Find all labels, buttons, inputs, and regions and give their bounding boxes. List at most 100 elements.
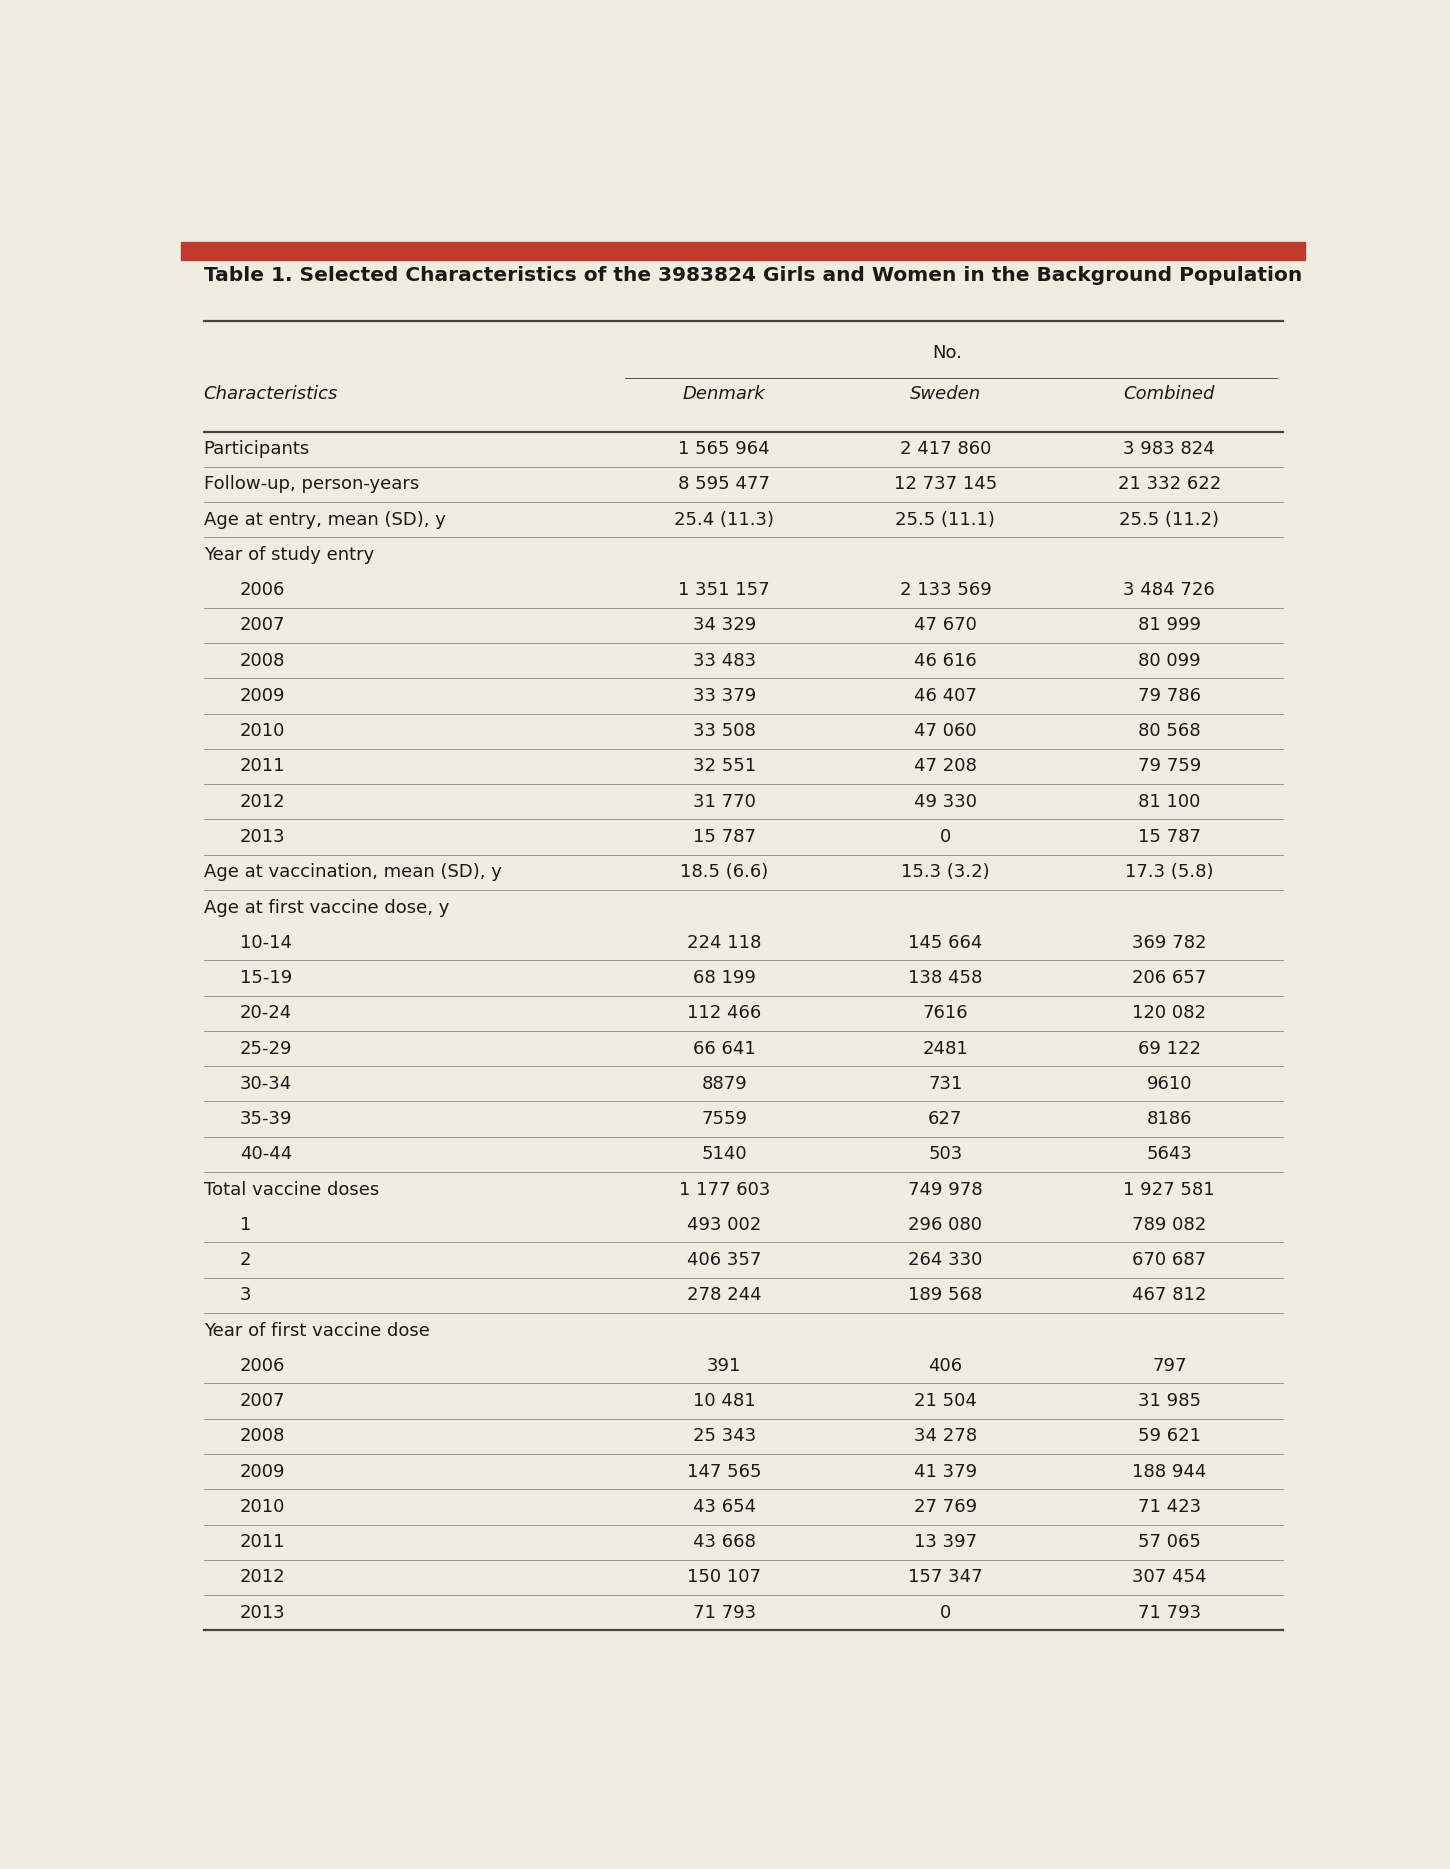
Text: 35-39: 35-39: [239, 1110, 293, 1129]
Text: 797: 797: [1151, 1357, 1186, 1376]
Text: 145 664: 145 664: [908, 934, 983, 951]
Text: 25.5 (11.1): 25.5 (11.1): [896, 510, 995, 529]
Text: 1: 1: [239, 1217, 251, 1234]
Text: 32 551: 32 551: [693, 757, 755, 776]
Text: 13 397: 13 397: [914, 1533, 977, 1551]
Text: Participants: Participants: [203, 439, 310, 458]
Text: Year of study entry: Year of study entry: [203, 546, 374, 564]
Text: 43 668: 43 668: [693, 1533, 755, 1551]
Text: 731: 731: [928, 1075, 963, 1093]
Text: 27 769: 27 769: [914, 1497, 977, 1516]
Text: 2011: 2011: [239, 1533, 286, 1551]
Text: 12 737 145: 12 737 145: [893, 475, 998, 493]
Text: 8879: 8879: [702, 1075, 747, 1093]
Text: 30-34: 30-34: [239, 1075, 291, 1093]
Text: 21 332 622: 21 332 622: [1118, 475, 1221, 493]
Text: 147 565: 147 565: [687, 1463, 761, 1480]
Text: 25 343: 25 343: [693, 1428, 755, 1445]
Text: Age at entry, mean (SD), y: Age at entry, mean (SD), y: [203, 510, 445, 529]
Text: 138 458: 138 458: [908, 968, 983, 987]
Text: 1 565 964: 1 565 964: [679, 439, 770, 458]
Text: 2012: 2012: [239, 792, 286, 811]
Text: 47 060: 47 060: [914, 721, 977, 740]
Text: 71 793: 71 793: [693, 1604, 755, 1622]
Text: 0: 0: [940, 828, 951, 847]
Text: 49 330: 49 330: [914, 792, 977, 811]
Text: Total vaccine doses: Total vaccine doses: [203, 1181, 378, 1198]
Text: 157 347: 157 347: [908, 1568, 983, 1587]
Text: 43 654: 43 654: [693, 1497, 755, 1516]
Text: 68 199: 68 199: [693, 968, 755, 987]
Text: 2481: 2481: [922, 1039, 969, 1058]
Text: 8186: 8186: [1147, 1110, 1192, 1129]
Text: 188 944: 188 944: [1132, 1463, 1206, 1480]
Text: 57 065: 57 065: [1138, 1533, 1201, 1551]
Text: 46 616: 46 616: [914, 652, 977, 669]
Text: 264 330: 264 330: [908, 1250, 983, 1269]
Text: 15-19: 15-19: [239, 968, 291, 987]
Text: 10-14: 10-14: [239, 934, 291, 951]
Text: 33 508: 33 508: [693, 721, 755, 740]
Text: 2011: 2011: [239, 757, 286, 776]
Text: 18.5 (6.6): 18.5 (6.6): [680, 863, 768, 882]
Text: 5140: 5140: [702, 1146, 747, 1163]
Text: 406 357: 406 357: [687, 1250, 761, 1269]
Text: 3 983 824: 3 983 824: [1124, 439, 1215, 458]
Text: 369 782: 369 782: [1132, 934, 1206, 951]
Text: Characteristics: Characteristics: [203, 385, 338, 404]
Text: 8 595 477: 8 595 477: [679, 475, 770, 493]
Text: Year of first vaccine dose: Year of first vaccine dose: [203, 1321, 429, 1340]
Text: 15 787: 15 787: [1138, 828, 1201, 847]
Text: 15.3 (3.2): 15.3 (3.2): [900, 863, 990, 882]
Text: 2006: 2006: [239, 581, 286, 600]
Text: 189 568: 189 568: [908, 1286, 983, 1305]
Text: 17.3 (5.8): 17.3 (5.8): [1125, 863, 1214, 882]
Text: Age at vaccination, mean (SD), y: Age at vaccination, mean (SD), y: [203, 863, 502, 882]
Text: 2008: 2008: [239, 1428, 286, 1445]
Text: 1 927 581: 1 927 581: [1124, 1181, 1215, 1198]
Text: 79 786: 79 786: [1138, 688, 1201, 705]
Bar: [181, 241, 1305, 260]
Text: 493 002: 493 002: [687, 1217, 761, 1234]
Text: Denmark: Denmark: [683, 385, 766, 404]
Text: 112 466: 112 466: [687, 1004, 761, 1022]
Text: 81 100: 81 100: [1138, 792, 1201, 811]
Text: 40-44: 40-44: [239, 1146, 291, 1163]
Text: Sweden: Sweden: [909, 385, 982, 404]
Text: 406: 406: [928, 1357, 963, 1376]
Text: 789 082: 789 082: [1132, 1217, 1206, 1234]
Text: 3 484 726: 3 484 726: [1124, 581, 1215, 600]
Text: 503: 503: [928, 1146, 963, 1163]
Text: Age at first vaccine dose, y: Age at first vaccine dose, y: [203, 899, 450, 916]
Text: 41 379: 41 379: [914, 1463, 977, 1480]
Text: 120 082: 120 082: [1132, 1004, 1206, 1022]
Text: 7616: 7616: [922, 1004, 969, 1022]
Text: 0: 0: [940, 1604, 951, 1622]
Text: 25-29: 25-29: [239, 1039, 293, 1058]
Text: 31 985: 31 985: [1138, 1392, 1201, 1409]
Text: 33 379: 33 379: [693, 688, 755, 705]
Text: 278 244: 278 244: [687, 1286, 761, 1305]
Text: 46 407: 46 407: [914, 688, 977, 705]
Text: 2 417 860: 2 417 860: [899, 439, 992, 458]
Text: No.: No.: [932, 344, 961, 363]
Text: 81 999: 81 999: [1138, 617, 1201, 634]
Text: Combined: Combined: [1124, 385, 1215, 404]
Text: 2007: 2007: [239, 617, 286, 634]
Text: 2 133 569: 2 133 569: [899, 581, 992, 600]
Text: 749 978: 749 978: [908, 1181, 983, 1198]
Text: 20-24: 20-24: [239, 1004, 291, 1022]
Text: 2006: 2006: [239, 1357, 286, 1376]
Text: 79 759: 79 759: [1138, 757, 1201, 776]
Text: 2010: 2010: [239, 721, 286, 740]
Text: 31 770: 31 770: [693, 792, 755, 811]
Text: 25.5 (11.2): 25.5 (11.2): [1119, 510, 1219, 529]
Text: 71 793: 71 793: [1138, 1604, 1201, 1622]
Text: 296 080: 296 080: [908, 1217, 983, 1234]
Text: 150 107: 150 107: [687, 1568, 761, 1587]
Text: 1 177 603: 1 177 603: [679, 1181, 770, 1198]
Text: 34 329: 34 329: [693, 617, 755, 634]
Text: 2007: 2007: [239, 1392, 286, 1409]
Text: 1 351 157: 1 351 157: [679, 581, 770, 600]
Text: 2013: 2013: [239, 828, 286, 847]
